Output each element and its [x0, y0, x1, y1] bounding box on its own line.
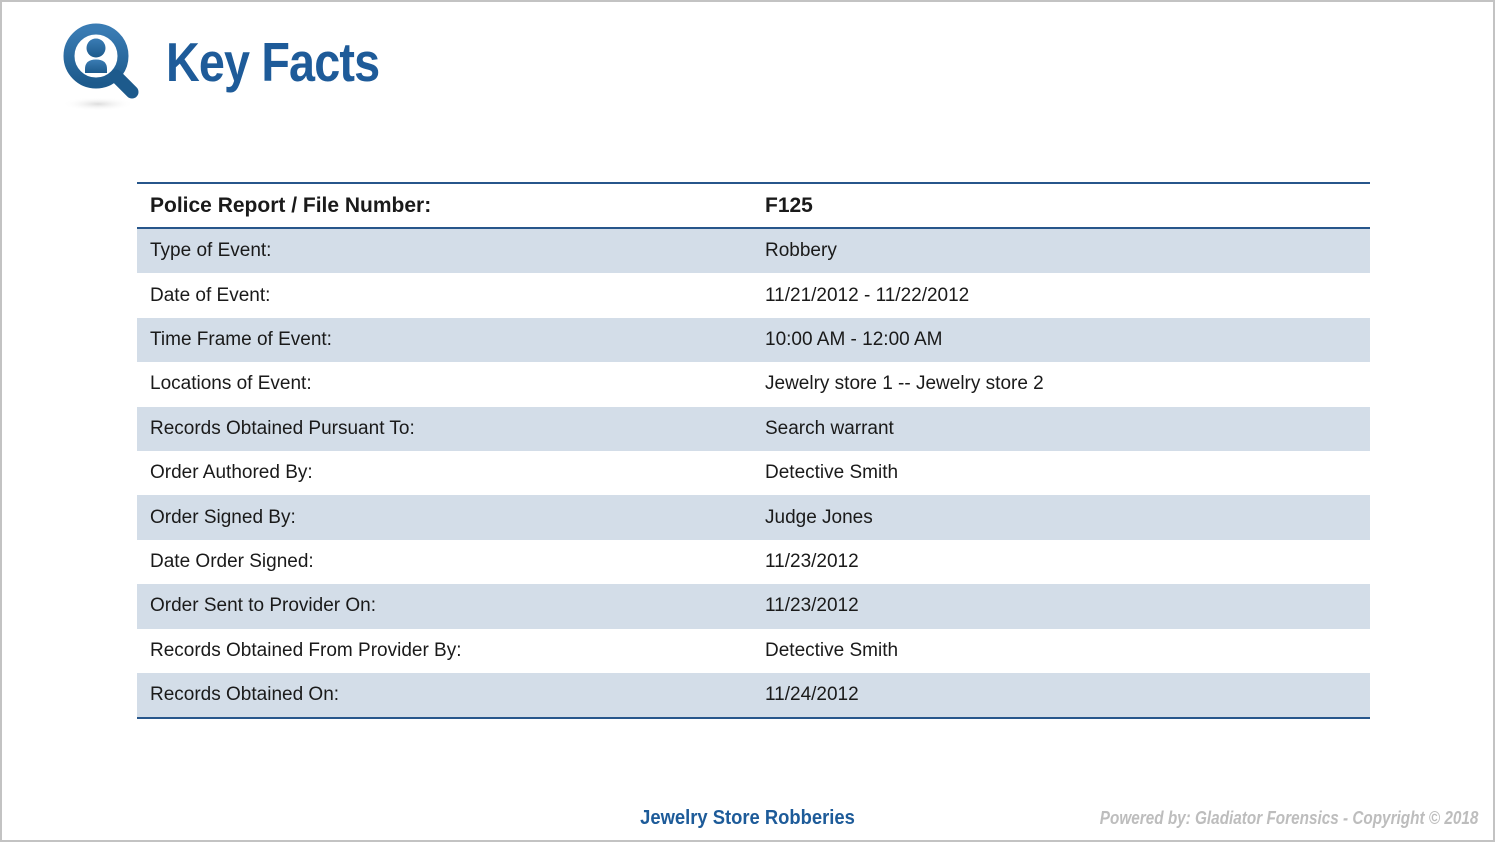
table-row: Locations of Event: Jewelry store 1 -- J…	[137, 362, 1370, 407]
page-title: Key Facts	[166, 31, 380, 93]
row-value: Judge Jones	[765, 506, 873, 528]
row-label: Date of Event:	[150, 284, 271, 306]
row-value: Jewelry store 1 -- Jewelry store 2	[765, 373, 1044, 395]
table-row: Time Frame of Event: 10:00 AM - 12:00 AM	[137, 317, 1370, 363]
table-header-value: F125	[765, 193, 813, 217]
row-value: 11/23/2012	[765, 595, 859, 617]
row-label: Type of Event:	[150, 240, 272, 262]
row-value: Search warrant	[765, 417, 894, 439]
row-label: Records Obtained Pursuant To:	[150, 417, 415, 439]
row-label: Order Authored By:	[150, 462, 313, 484]
row-label: Records Obtained From Provider By:	[150, 639, 462, 661]
row-value: 11/21/2012 - 11/22/2012	[765, 284, 970, 306]
table-row: Records Obtained Pursuant To: Search war…	[137, 406, 1370, 451]
table-row: Date of Event: 11/21/2012 - 11/22/2012	[137, 273, 1370, 318]
footer-copyright: Powered by: Gladiator Forensics - Copyri…	[1099, 808, 1478, 828]
table-row: Type of Event: Robbery	[137, 229, 1370, 274]
table-row: Order Authored By: Detective Smith	[137, 450, 1370, 496]
table-header-row: Police Report / File Number: F125	[137, 184, 1370, 229]
row-label: Records Obtained On:	[150, 684, 340, 706]
table-header-label: Police Report / File Number:	[150, 193, 432, 217]
row-label: Time Frame of Event:	[150, 328, 332, 350]
table-row: Records Obtained On: 11/24/2012	[137, 672, 1370, 718]
table-row: Date Order Signed: 11/23/2012	[137, 539, 1370, 585]
slide-header: Key Facts	[60, 20, 417, 112]
footer-case-title: Jewelry Store Robberies	[640, 807, 855, 829]
row-value: Robbery	[765, 240, 837, 262]
row-label: Order Sent to Provider On:	[150, 595, 376, 617]
row-label: Order Signed By:	[150, 506, 296, 528]
row-value: Detective Smith	[765, 462, 899, 484]
table-row: Order Signed By: Judge Jones	[137, 495, 1370, 540]
row-value: Detective Smith	[765, 639, 899, 661]
row-label: Locations of Event:	[150, 373, 312, 395]
table-row: Order Sent to Provider On: 11/23/2012	[137, 584, 1370, 629]
person-search-icon	[60, 20, 144, 112]
key-facts-table: Police Report / File Number: F125 Type o…	[137, 182, 1370, 720]
row-value: 10:00 AM - 12:00 AM	[765, 328, 943, 350]
row-label: Date Order Signed:	[150, 550, 314, 572]
row-value: 11/23/2012	[765, 550, 859, 572]
table-row: Records Obtained From Provider By: Detec…	[137, 628, 1370, 673]
row-value: 11/24/2012	[765, 684, 859, 706]
